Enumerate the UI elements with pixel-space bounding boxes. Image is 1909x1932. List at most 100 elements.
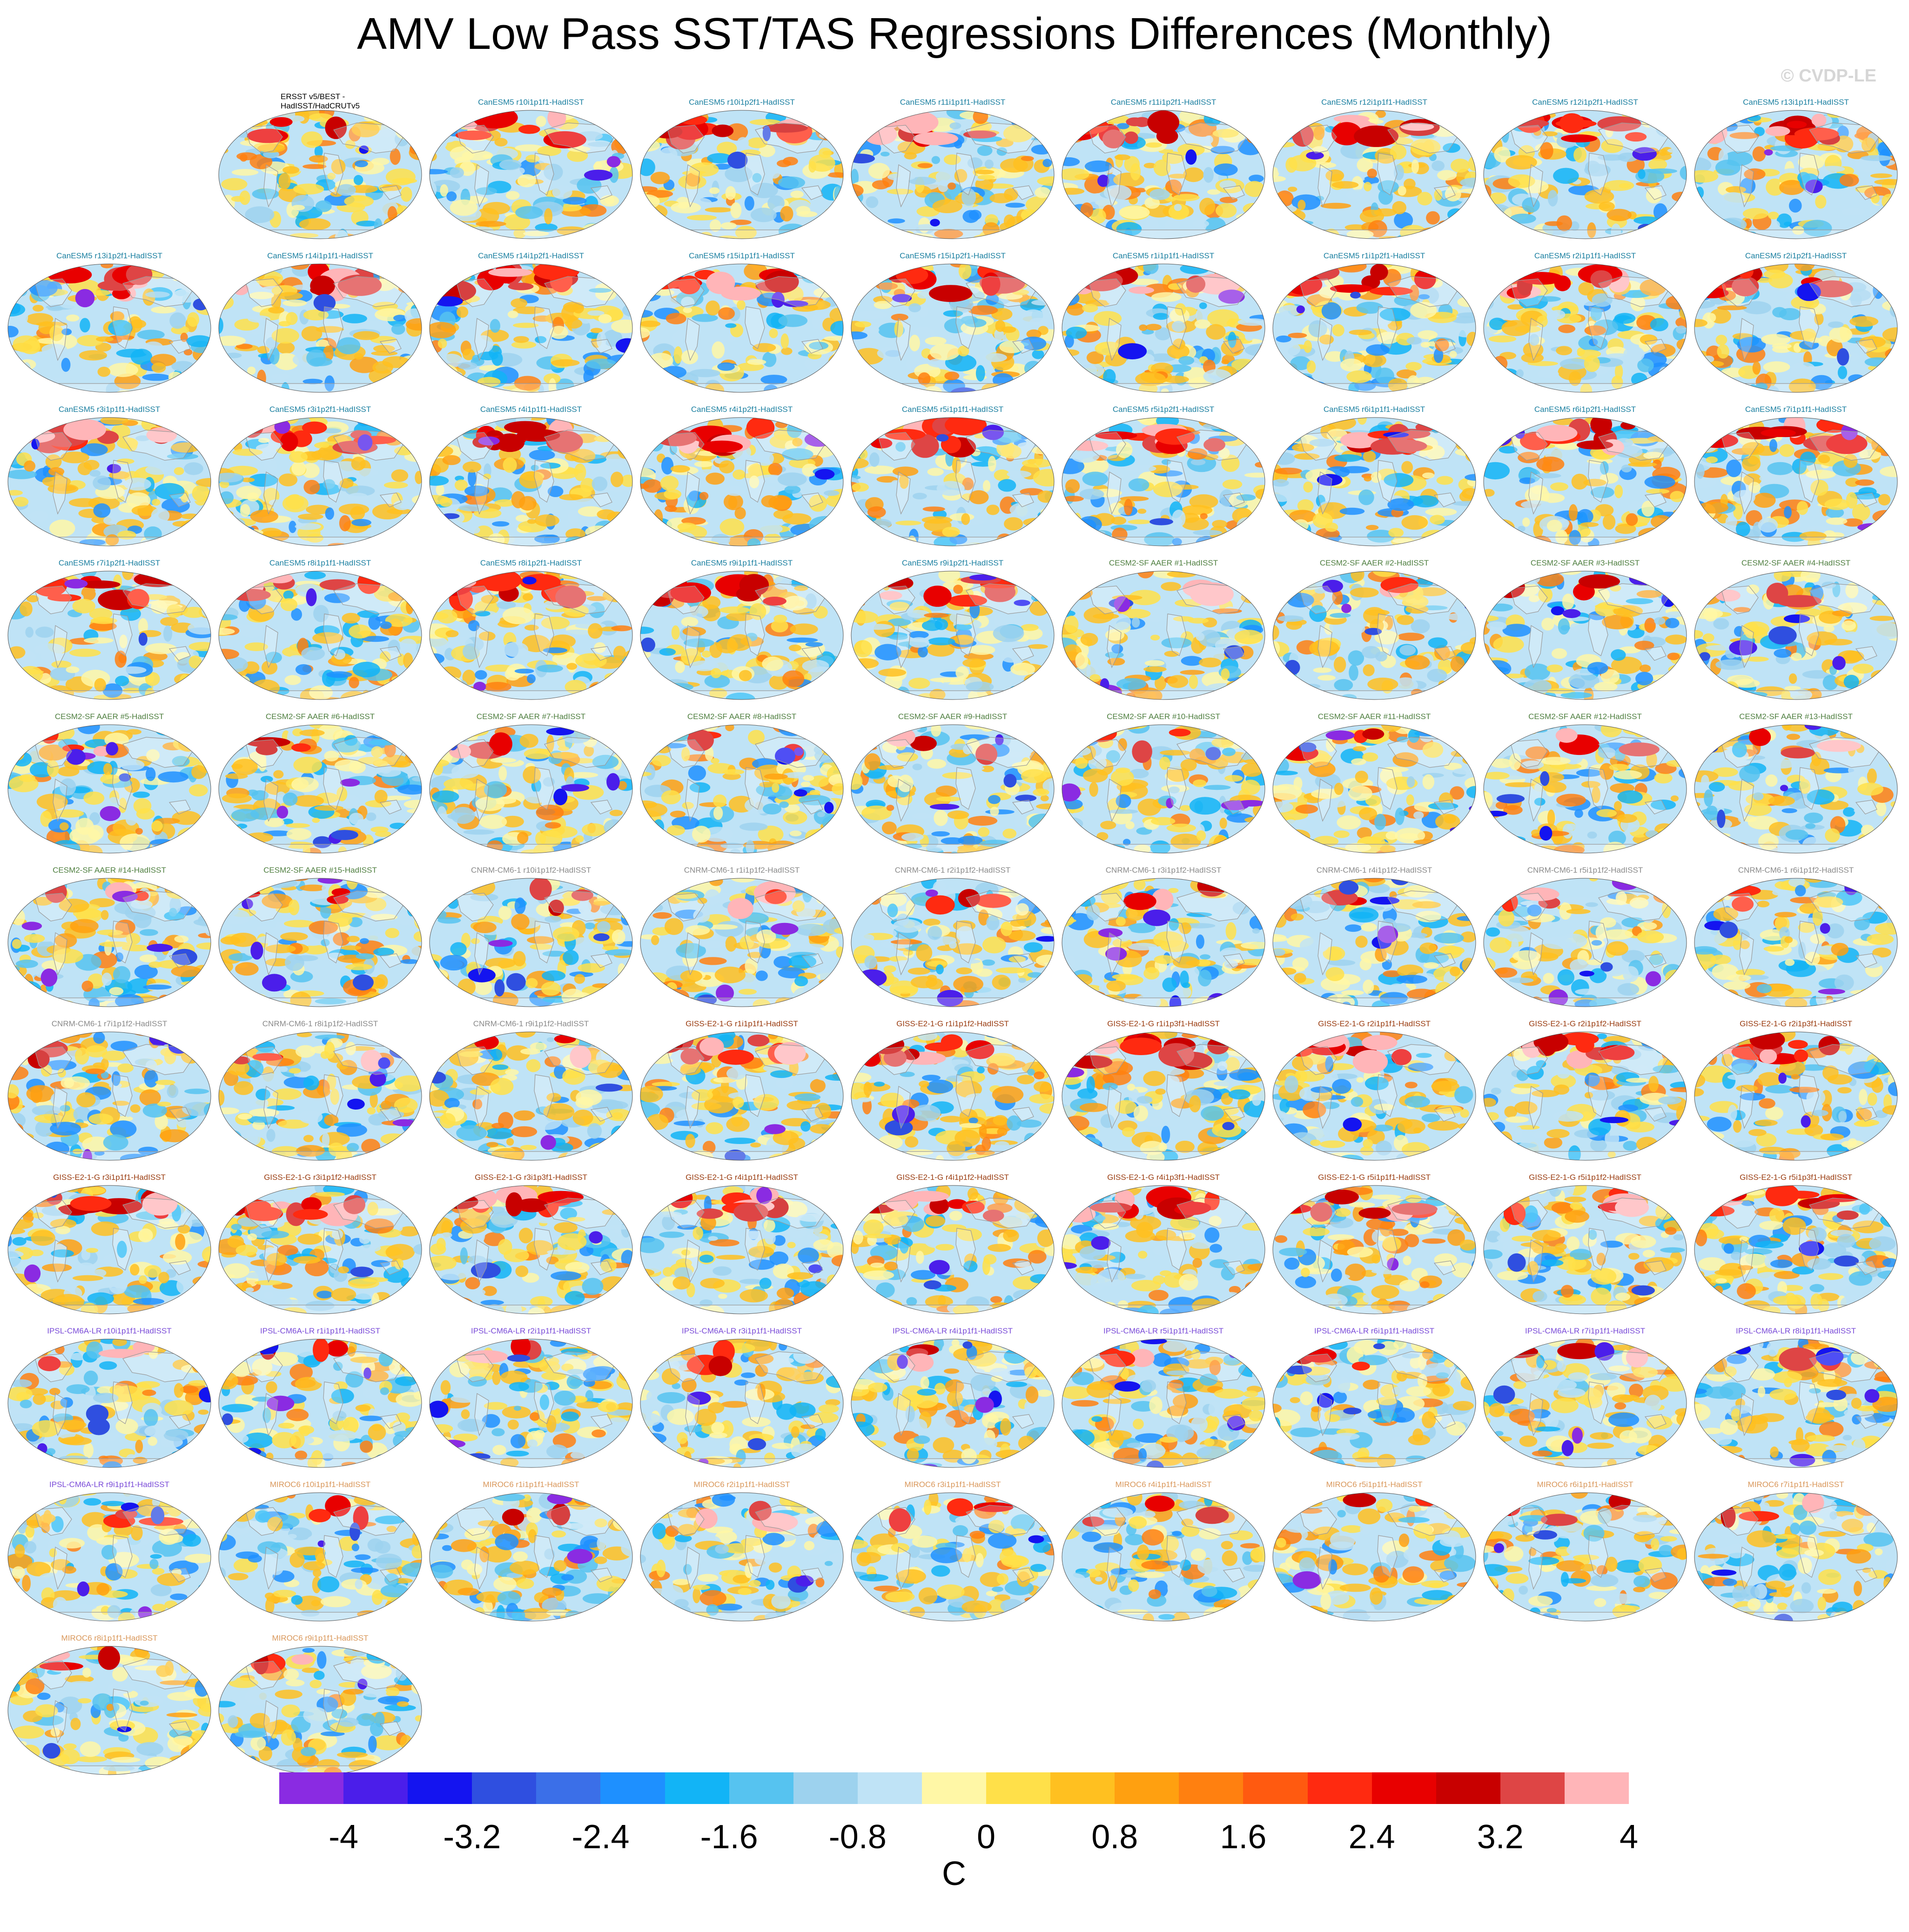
map-panel: GISS-E2-1-G r4i1p3f1-HadISST [1059,1173,1268,1317]
map-panel: CESM2-SF AAER #14-HadISST [5,866,214,1010]
regression-map [1062,724,1265,854]
map-panel: CNRM-CM6-1 r1i1p1f2-HadISST [637,866,847,1010]
panel-title: GISS-E2-1-G r5i1p3f1-HadISST [1740,1173,1852,1182]
map-panel: GISS-E2-1-G r3i1p1f2-HadISST [215,1173,425,1317]
regression-map [1483,110,1687,239]
map-panel: CanESM5 r4i1p2f1-HadISST [637,405,847,549]
regression-map [1272,110,1476,239]
panel-title: CanESM5 r13i1p2f1-HadISST [56,251,162,260]
map-panel: GISS-E2-1-G r1i1p1f2-HadISST [848,1019,1057,1164]
panel-title: GISS-E2-1-G r3i1p1f2-HadISST [264,1173,376,1182]
map-panel: CESM2-SF AAER #11-HadISST [1270,712,1479,856]
regression-map [1483,417,1687,546]
colorbar-tick-label: 3.2 [1477,1818,1524,1856]
colorbar-box [857,1772,922,1804]
colorbar-box [1436,1772,1501,1804]
regression-map [7,1339,211,1468]
map-panel: CanESM5 r1i1p1f1-HadISST [1059,251,1268,396]
map-panel: CNRM-CM6-1 r9i1p1f2-HadISST [426,1019,636,1164]
colorbar-box [793,1772,858,1804]
regression-map [1272,1339,1476,1468]
map-panel: IPSL-CM6A-LR r6i1p1f1-HadISST [1270,1326,1479,1471]
map-panel: MIROC6 r3i1p1f1-HadISST [848,1480,1057,1624]
regression-map [218,417,422,546]
panel-title: CanESM5 r7i1p1f1-HadISST [1745,405,1847,414]
colorbar-tick-label: 1.6 [1220,1818,1267,1856]
regression-map [1694,1339,1898,1468]
map-panel: CESM2-SF AAER #7-HadISST [426,712,636,856]
regression-map [640,263,844,393]
panel-title: CanESM5 r14i1p2f1-HadISST [478,251,584,260]
regression-map [7,1646,211,1775]
regression-map [640,878,844,1007]
map-panel: CESM2-SF AAER #12-HadISST [1480,712,1690,856]
panel-title: CESM2-SF AAER #15-HadISST [263,866,377,875]
panel-title: CESM2-SF AAER #2-HadISST [1319,559,1429,567]
regression-map [851,571,1055,700]
regression-map [7,1031,211,1161]
panel-title: CanESM5 r12i1p1f1-HadISST [1321,98,1427,107]
colorbar-tick-label: 0 [977,1818,996,1856]
regression-map [640,571,844,700]
panel-title: CNRM-CM6-1 r9i1p1f2-HadISST [473,1019,589,1028]
regression-map [1062,571,1265,700]
map-panel: CanESM5 r7i1p2f1-HadISST [5,559,214,703]
panel-title: CanESM5 r1i1p2f1-HadISST [1323,251,1425,260]
colorbar-box [1243,1772,1308,1804]
regression-map [1694,571,1898,700]
panel-title: CNRM-CM6-1 r4i1p1f2-HadISST [1316,866,1432,875]
map-panel: CanESM5 r6i1p2f1-HadISST [1480,405,1690,549]
regression-map [429,724,633,854]
panel-title: CanESM5 r8i1p2f1-HadISST [480,559,582,567]
regression-map [1272,417,1476,546]
map-panel: GISS-E2-1-G r1i1p1f1-HadISST [637,1019,847,1164]
regression-map [429,417,633,546]
regression-map [429,1185,633,1314]
regression-map [429,263,633,393]
map-panel: GISS-E2-1-G r2i1p3f1-HadISST [1691,1019,1901,1164]
regression-map [851,724,1055,854]
map-panel: ERSST v5/BEST - HadISST/HadCRUTv5 [215,92,425,242]
regression-map [1483,724,1687,854]
colorbar-box [600,1772,665,1804]
panel-title: GISS-E2-1-G r4i1p3f1-HadISST [1107,1173,1220,1182]
map-panel: CanESM5 r14i1p1f1-HadISST [215,251,425,396]
regression-map [1272,1031,1476,1161]
colorbar-box [986,1772,1051,1804]
map-panel: IPSL-CM6A-LR r9i1p1f1-HadISST [5,1480,214,1624]
regression-map [218,1031,422,1161]
panel-title: GISS-E2-1-G r5i1p1f2-HadISST [1529,1173,1641,1182]
panel-title: CanESM5 r8i1p1f1-HadISST [269,559,371,567]
panel-title: CanESM5 r4i1p1f1-HadISST [480,405,582,414]
regression-map [1272,1185,1476,1314]
panel-title: IPSL-CM6A-LR r8i1p1f1-HadISST [1736,1326,1856,1335]
map-panel: GISS-E2-1-G r5i1p3f1-HadISST [1691,1173,1901,1317]
panel-title: CanESM5 r9i1p2f1-HadISST [901,559,1004,567]
regression-map [851,1185,1055,1314]
regression-map [218,1185,422,1314]
map-panel: CESM2-SF AAER #6-HadISST [215,712,425,856]
panel-title: GISS-E2-1-G r1i1p1f1-HadISST [686,1019,798,1028]
map-panel: CanESM5 r8i1p2f1-HadISST [426,559,636,703]
panel-title: CanESM5 r13i1p1f1-HadISST [1743,98,1849,107]
panel-title: CESM2-SF AAER #6-HadISST [265,712,375,721]
map-panel: MIROC6 r10i1p1f1-HadISST [215,1480,425,1624]
panel-title: GISS-E2-1-G r5i1p1f1-HadISST [1318,1173,1431,1182]
regression-map [1062,1185,1265,1314]
panel-grid: ERSST v5/BEST - HadISST/HadCRUTv5 CanESM5… [5,92,1901,1775]
panel-title: CanESM5 r10i1p1f1-HadISST [478,98,584,107]
map-panel: GISS-E2-1-G r3i1p1f1-HadISST [5,1173,214,1317]
colorbar-tick-label: 4 [1619,1818,1639,1856]
map-panel: MIROC6 r1i1p1f1-HadISST [426,1480,636,1624]
panel-title: CanESM5 r2i1p2f1-HadISST [1745,251,1847,260]
map-panel: CESM2-SF AAER #10-HadISST [1059,712,1268,856]
regression-map [7,724,211,854]
map-panel: CanESM5 r5i1p2f1-HadISST [1059,405,1268,549]
map-panel: CanESM5 r11i1p1f1-HadISST [848,98,1057,242]
regression-map [851,1339,1055,1468]
regression-map [1694,110,1898,239]
map-panel: CanESM5 r11i1p2f1-HadISST [1059,98,1268,242]
map-panel: CanESM5 r12i1p2f1-HadISST [1480,98,1690,242]
map-panel: CanESM5 r2i1p1f1-HadISST [1480,251,1690,396]
map-panel: CanESM5 r8i1p1f1-HadISST [215,559,425,703]
